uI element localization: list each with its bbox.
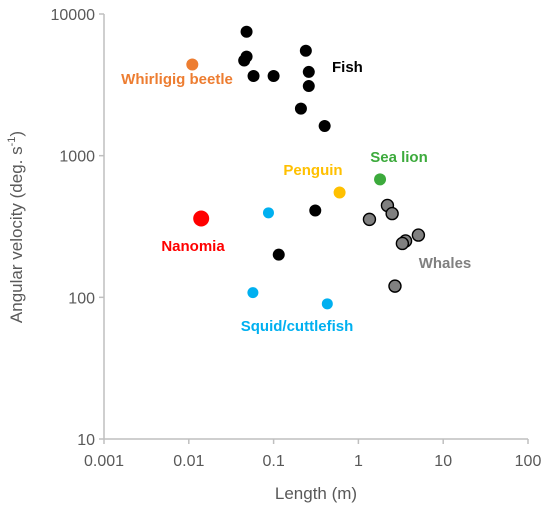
x-tick-label: 10 <box>434 453 452 470</box>
point-fish <box>302 65 315 78</box>
point-squid-cuttlefish <box>321 298 333 310</box>
label-nanomia: Nanomia <box>161 238 225 255</box>
point-squid-cuttlefish <box>247 287 259 299</box>
x-tick-label: 0.01 <box>173 453 204 470</box>
data-points <box>186 25 426 310</box>
x-tick-label: 100 <box>515 453 542 470</box>
x-axis-title: Length (m) <box>275 484 357 503</box>
point-fish <box>247 70 260 83</box>
point-whales <box>411 228 426 242</box>
point-whirligig-beetle <box>186 58 199 71</box>
point-fish <box>318 119 331 132</box>
point-squid-cuttlefish <box>262 207 274 219</box>
y-axis-title-main: Angular velocity (deg. s <box>7 146 26 323</box>
y-tick-labels: 10 100 1000 10000 <box>51 7 104 449</box>
point-whales <box>388 279 402 293</box>
y-axis-title: Angular velocity (deg. s-1) <box>6 131 26 323</box>
label-fish: Fish <box>332 59 363 76</box>
point-fish <box>240 25 253 38</box>
point-fish <box>272 248 285 261</box>
label-squid-cuttlefish: Squid/cuttlefish <box>241 318 354 335</box>
point-sea-lion <box>374 173 387 186</box>
label-penguin: Penguin <box>283 162 342 179</box>
point-fish <box>302 80 315 93</box>
y-tick-label: 10000 <box>51 7 96 24</box>
label-whirligig-beetle: Whirligig beetle <box>121 71 233 88</box>
point-whales <box>385 206 399 221</box>
point-fish <box>294 102 307 115</box>
group-labels: Fish Whirligig beetle Penguin Sea lion Whale… <box>121 59 471 335</box>
point-fish <box>238 54 251 67</box>
x-tick-label: 1 <box>354 453 363 470</box>
axes <box>103 14 528 440</box>
x-tick-label: 0.001 <box>84 453 124 470</box>
y-axis-title-end: ) <box>7 131 26 137</box>
x-tick-label: 0.1 <box>262 453 284 470</box>
y-tick-label: 100 <box>68 290 95 307</box>
point-fish <box>309 204 322 217</box>
point-nanomia <box>193 210 210 227</box>
label-sea-lion: Sea lion <box>370 149 428 166</box>
label-whales: Whales <box>419 255 472 272</box>
point-penguin <box>333 186 346 199</box>
point-whales <box>362 212 377 227</box>
y-tick-label: 1000 <box>59 149 95 166</box>
x-tick-labels: 0.001 0.01 0.1 1 10 100 <box>84 439 541 470</box>
y-tick-label: 10 <box>77 432 95 449</box>
point-fish <box>299 44 312 57</box>
y-axis-title-sup: -1 <box>6 137 18 147</box>
point-whales <box>395 236 410 251</box>
point-fish <box>267 70 280 83</box>
